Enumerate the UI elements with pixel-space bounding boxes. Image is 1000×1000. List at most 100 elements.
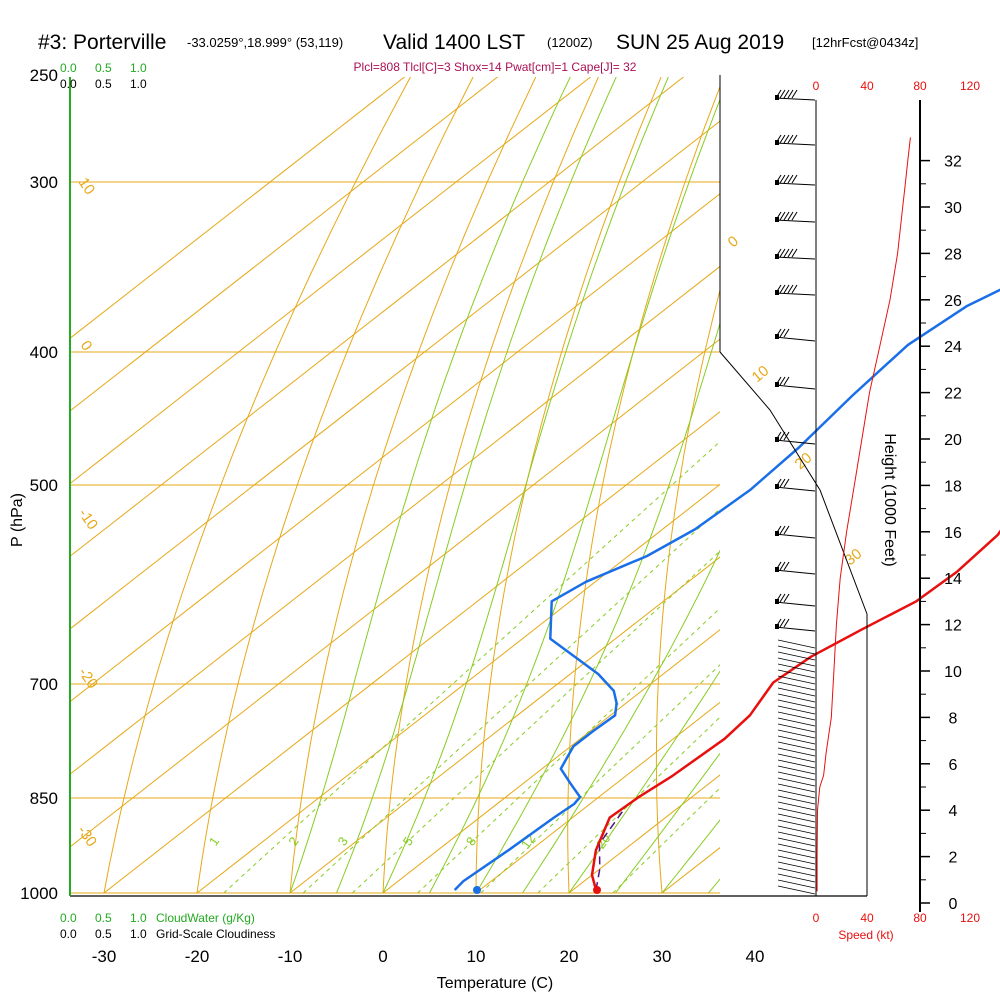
wind-barb [774, 376, 816, 390]
wind-barb-low [777, 711, 816, 721]
wind-barb-flag [783, 174, 790, 184]
surface-dewpoint-marker [473, 886, 481, 894]
wind-barb-low [777, 729, 816, 739]
height-tick-label: 4 [949, 803, 958, 820]
wind-barb-flag [791, 174, 798, 184]
wind-barb-head [775, 624, 779, 629]
height-tick-label: 20 [944, 432, 962, 449]
wind-barb-head [775, 290, 779, 295]
speed-tick-bottom-0: 0 [813, 911, 820, 925]
wind-barb-flag [783, 211, 790, 221]
dry-adiabat-line [475, 77, 662, 894]
wind-barb-flag [787, 284, 794, 294]
wind-barb-low [777, 825, 816, 835]
wind-barb-head [775, 599, 779, 604]
wind-barb-low [777, 813, 816, 823]
moist-adiabat-line [568, 670, 720, 894]
height-tick-label: 32 [944, 154, 962, 171]
wind-barb-flag [791, 89, 798, 99]
isotherm-line [196, 483, 720, 894]
wind-barb-low [777, 717, 816, 727]
moist-adiabat-line [382, 77, 669, 894]
wind-barb-low [777, 723, 816, 733]
speed-tick-top-3: 120 [960, 79, 980, 93]
wind-barb-flag [783, 593, 790, 603]
wind-barb-low [777, 759, 816, 769]
wind-barb-staff [774, 97, 816, 101]
wind-barb-low [777, 837, 816, 847]
cloudiness-tick-bottom-0: 0.0 [60, 927, 77, 941]
wind-barb-flag [791, 248, 798, 258]
speed-scale-label: Speed (kt) [838, 928, 893, 942]
height-tick-label: 28 [944, 246, 962, 263]
wind-barb-low [777, 771, 816, 781]
wind-barb-flag [783, 328, 790, 338]
surface-temperature-marker [593, 886, 601, 894]
wind-barb-flag [779, 248, 786, 258]
temperature-line [590, 529, 1000, 891]
wind-barb [774, 593, 816, 607]
wind-barb-staff [774, 219, 816, 223]
height-tick-label: 6 [949, 757, 958, 774]
isotherm-label: 10 [75, 175, 98, 198]
wind-barb-flag [791, 211, 798, 221]
wind-barb-low [777, 777, 816, 787]
isotherm-line [70, 265, 720, 775]
wind-barb-flag [779, 376, 786, 386]
wind-barb-flag [787, 211, 794, 221]
profile-curves [453, 288, 1000, 894]
cloudiness-tick-top-0: 0.0 [60, 77, 77, 91]
wind-barb-flag [783, 618, 790, 628]
wind-barb [774, 478, 816, 492]
wind-barb-low [777, 861, 816, 871]
wind-barb-low [777, 843, 816, 853]
wind-barb-flag [783, 525, 790, 535]
axes: 100-10-20-300102030250300400500700850100… [20, 66, 868, 966]
wind-barb-flag [787, 248, 794, 258]
pressure-tick-label: 500 [30, 476, 58, 495]
dry-adiabat-line [567, 85, 720, 894]
cloudiness-tick-bottom-1: 0.5 [95, 927, 112, 941]
x-axis-title: Temperature (C) [437, 975, 553, 992]
wind-barb-low [777, 765, 816, 775]
pressure-tick-label: 850 [30, 789, 58, 808]
wind-barb [774, 134, 816, 146]
parcel-trace [595, 810, 624, 891]
isotherm-line [382, 629, 720, 894]
wind-barb-low [777, 687, 816, 697]
speed-tick-bottom-2: 80 [913, 911, 927, 925]
wind-barb-low [777, 735, 816, 745]
wind-barb-low [777, 789, 816, 799]
dewpoint-line [453, 288, 1000, 891]
temperature-tick-label: -10 [278, 947, 303, 966]
wind-barb-low [777, 819, 816, 829]
dry-adiabat-line [196, 77, 474, 894]
wind-barb-head [775, 95, 779, 100]
height-tick-label: 0 [949, 896, 958, 913]
isotherm-line [70, 77, 406, 339]
moist-adiabat-line [289, 77, 571, 894]
wind-barb-low [777, 807, 816, 817]
wind-barb-staff [774, 336, 816, 342]
temperature-tick-label: -30 [92, 947, 117, 966]
wind-barb-flag [783, 134, 790, 144]
isotherm-line [70, 77, 685, 557]
wind-barb [774, 211, 816, 223]
wind-barb-head [775, 140, 779, 145]
height-tick-label: 30 [944, 200, 962, 217]
speed-tick-bottom-1: 40 [860, 911, 874, 925]
wind-barb-low [777, 753, 816, 763]
dry-adiabat-line [382, 77, 599, 894]
speed-tick-top-1: 40 [860, 79, 874, 93]
height-tick-label: 22 [944, 386, 962, 403]
wind-barb-low [777, 867, 816, 877]
wind-barb-flag [779, 618, 786, 628]
wind-barb-low [777, 849, 816, 859]
wind-barb-low [777, 831, 816, 841]
wind-barb [774, 248, 816, 260]
cloudwater-tick-top-1: 0.5 [95, 61, 112, 75]
wind-barb-flag [787, 134, 794, 144]
speed-tick-top-2: 80 [913, 79, 927, 93]
dry-adiabat-line [103, 77, 411, 894]
